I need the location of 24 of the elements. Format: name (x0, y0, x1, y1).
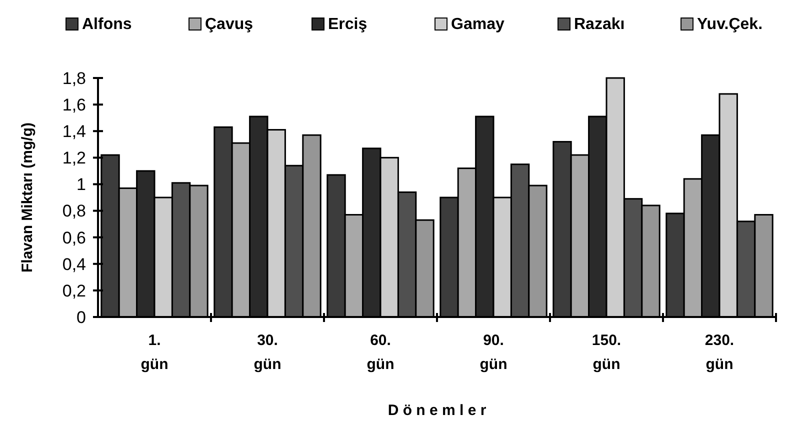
legend-label: Yuv.Çek. (697, 16, 763, 33)
legend-label: Razakı (574, 16, 625, 33)
y-tick-label: 1 (76, 175, 86, 194)
y-tick-label: 1,6 (62, 96, 86, 115)
y-tick-label: 0,2 (62, 281, 86, 300)
y-tick-label: 0,8 (62, 202, 86, 221)
y-axis-title: Flavan Miktarı (mg/g) (19, 122, 36, 273)
legend-label: Gamay (451, 16, 504, 33)
x-tick-label: 230. gün (704, 332, 734, 373)
x-tick-label: 90. gün (480, 332, 508, 373)
legend-label: Çavuş (205, 16, 254, 33)
y-tick-label: 0 (76, 308, 86, 327)
y-tick-label: 1,8 (62, 68, 86, 88)
legend-label: Alfons (82, 16, 132, 33)
legend-label: Erciş (328, 16, 368, 33)
y-tick-label: 0,6 (62, 228, 86, 248)
x-tick-label: 1. gün (140, 332, 168, 373)
x-tick-label: 60. gün (366, 332, 394, 373)
y-tick-label: 0,4 (62, 254, 86, 274)
y-tick-label: 1,2 (62, 148, 86, 168)
x-tick-label: 150. gün (592, 332, 622, 373)
x-axis-title: D ö n e m l e r (388, 402, 486, 419)
y-tick-label: 1,4 (62, 122, 86, 142)
x-tick-label: 30. gün (254, 332, 282, 373)
